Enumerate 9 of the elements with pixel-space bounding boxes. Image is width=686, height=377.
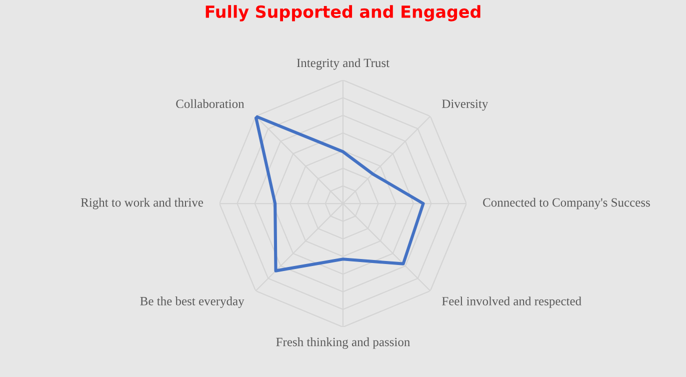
spoke-label: Integrity and Trust xyxy=(296,58,390,70)
chart-title: Fully Supported and Engaged xyxy=(206,5,480,22)
spoke-label: Fresh thinking and passion xyxy=(276,337,410,349)
spoke-label: Be the best everyday xyxy=(140,296,244,308)
spoke-label: Right to work and thrive xyxy=(80,198,204,210)
spoke-label: Collaboration xyxy=(176,99,244,108)
spoke-label: Diversity xyxy=(442,100,488,111)
spoke-label: Feel involved and respected xyxy=(442,296,582,308)
spoke-label: Connected to Company's Success xyxy=(483,198,650,210)
